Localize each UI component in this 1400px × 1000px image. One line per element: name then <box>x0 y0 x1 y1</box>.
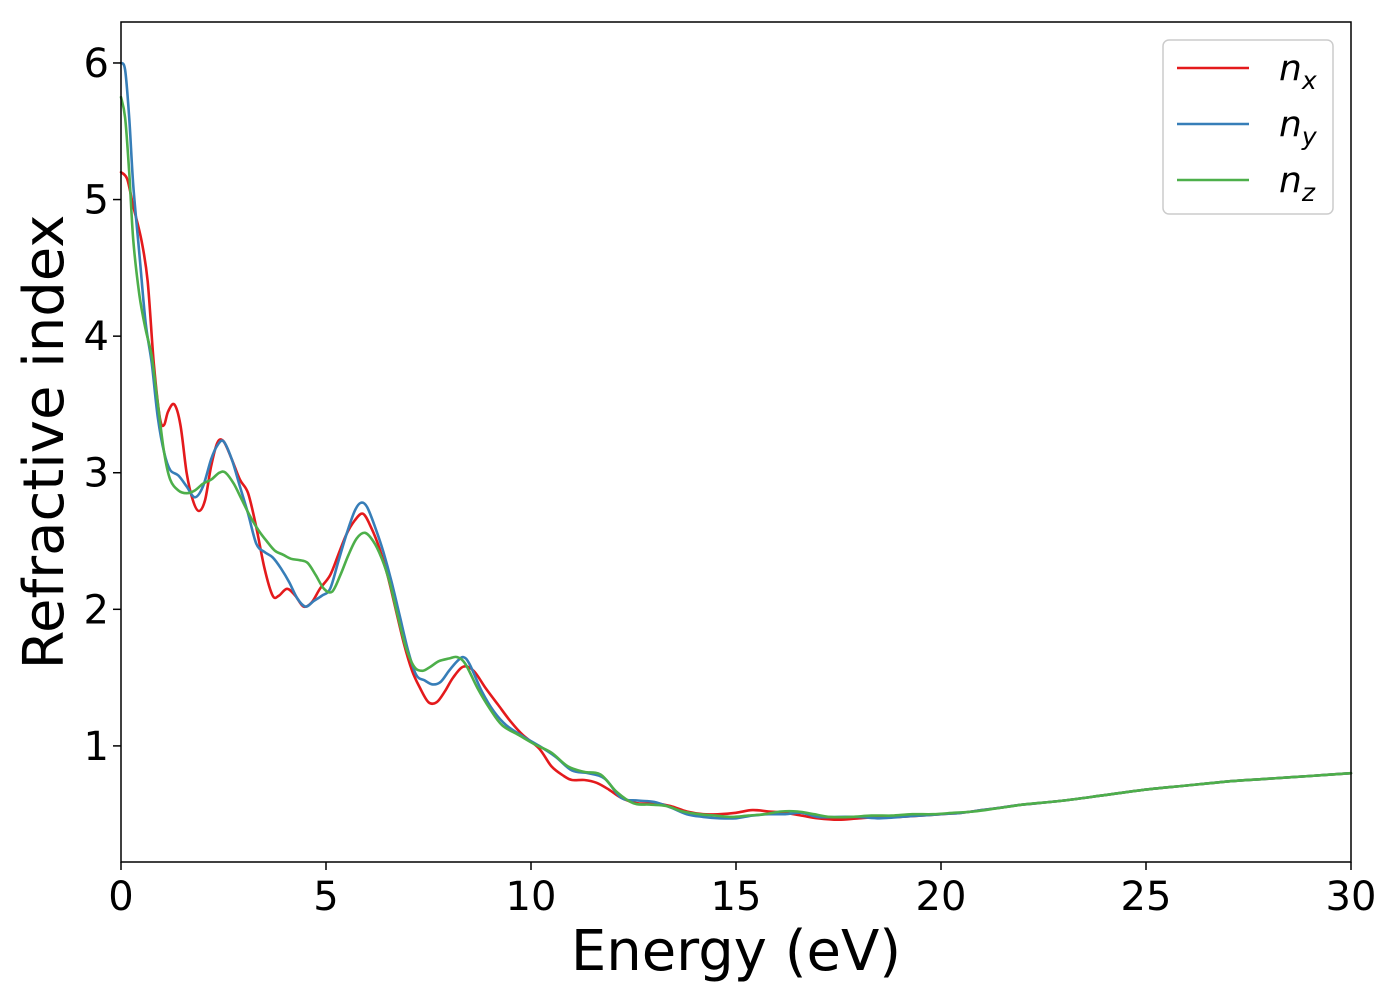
x-axis-title: Energy (eV) <box>571 919 901 984</box>
series-line-ny <box>119 61 1353 820</box>
legend-label-nx: nx <box>1279 48 1317 95</box>
legend-label-ny: ny <box>1279 104 1318 151</box>
legend: nx ny nz <box>1162 39 1334 215</box>
legend-label-nz: nz <box>1279 160 1316 207</box>
series-layer <box>119 61 1353 821</box>
y-axis-title: Refractive index <box>12 215 77 670</box>
series-line-nz <box>119 95 1353 819</box>
y-tick-label: 4 <box>84 314 109 360</box>
y-tick-label: 3 <box>84 451 109 497</box>
x-tick-label: 0 <box>108 874 133 920</box>
x-tick-label: 30 <box>1326 874 1377 920</box>
x-tick-label: 15 <box>711 874 762 920</box>
plot-background <box>121 22 1351 862</box>
x-axis-ticks: 0 5 10 15 20 25 30 <box>108 862 1376 920</box>
y-tick-label: 6 <box>84 41 109 87</box>
y-tick-label: 5 <box>84 178 109 224</box>
x-tick-label: 5 <box>313 874 338 920</box>
legend-box <box>1162 39 1334 215</box>
x-tick-label: 10 <box>506 874 557 920</box>
x-tick-label: 20 <box>916 874 967 920</box>
y-tick-label: 2 <box>84 587 109 633</box>
y-axis-ticks: 1 2 3 4 5 6 <box>84 41 121 770</box>
series-line-nx <box>119 170 1353 821</box>
y-tick-label: 1 <box>84 724 109 770</box>
x-tick-label: 25 <box>1121 874 1172 920</box>
